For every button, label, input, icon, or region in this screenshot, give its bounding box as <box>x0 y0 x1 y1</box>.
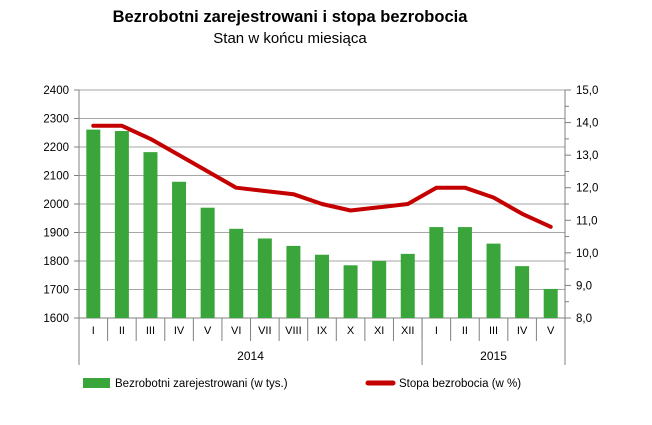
y-axis-left-label: 2400 <box>43 85 69 97</box>
month-label: XI <box>374 325 384 337</box>
bar <box>515 266 530 318</box>
y-axis-left-label: 2300 <box>43 114 69 126</box>
legend-line-label: Stopa bezrobocia (w %) <box>399 378 521 390</box>
month-label: V <box>204 325 212 337</box>
bar <box>143 152 158 318</box>
y-axis-left-label: 1900 <box>43 228 69 240</box>
month-label: VII <box>258 325 271 337</box>
bar <box>200 207 215 318</box>
y-axis-left-label: 1800 <box>43 256 69 268</box>
y-axis-left-label: 2000 <box>43 199 69 211</box>
bar <box>257 238 272 318</box>
month-label: IX <box>317 325 328 337</box>
chart-header: Bezrobotni zarejestrowani i stopa bezrob… <box>0 6 580 49</box>
month-label: VIII <box>285 325 302 337</box>
chart-title: Bezrobotni zarejestrowani i stopa bezrob… <box>112 8 468 26</box>
month-label: XII <box>401 325 414 337</box>
y-axis-left-label: 2200 <box>43 142 69 154</box>
month-label: IV <box>174 325 185 337</box>
y-axis-right-label: 11,0 <box>576 215 598 227</box>
legend-bar-swatch <box>83 378 110 388</box>
y-axis-right-label: 12,0 <box>576 183 598 195</box>
bar <box>400 253 415 318</box>
legend-bar-label: Bezrobotni zarejestrowani (w tys.) <box>115 378 288 390</box>
bar <box>315 254 329 318</box>
month-label: X <box>347 325 355 337</box>
y-axis-left-label: 2100 <box>43 171 69 183</box>
month-label: III <box>146 325 155 337</box>
month-label: I <box>92 325 95 337</box>
month-label: I <box>435 325 438 337</box>
bar <box>286 245 301 318</box>
bar <box>229 228 244 318</box>
bar <box>86 129 101 318</box>
bar <box>543 288 558 318</box>
month-label: III <box>489 325 498 337</box>
month-label: VI <box>231 325 241 337</box>
bar <box>172 181 187 318</box>
bar <box>457 227 472 318</box>
month-label: V <box>547 325 555 337</box>
y-axis-right-label: 8,0 <box>576 313 592 325</box>
trend-line <box>91 123 553 229</box>
bar <box>429 227 444 318</box>
bar <box>372 261 387 318</box>
y-axis-right-label: 15,0 <box>576 85 598 97</box>
bar <box>114 131 129 318</box>
y-axis-right-label: 10,0 <box>576 248 598 260</box>
y-axis-right-label: 13,0 <box>576 150 598 162</box>
bar <box>486 243 501 318</box>
month-label: II <box>119 325 125 337</box>
month-label: IV <box>517 325 528 337</box>
y-axis-right-label: 9,0 <box>576 280 592 292</box>
y-axis-right-label: 14,0 <box>576 118 598 130</box>
month-label: II <box>462 325 468 337</box>
bar <box>343 265 358 318</box>
y-axis-left-label: 1600 <box>43 313 69 325</box>
chart-subtitle: Stan w końcu miesiąca <box>213 30 367 47</box>
year-label: 2015 <box>480 349 507 363</box>
year-label: 2014 <box>237 349 264 363</box>
y-axis-left-label: 1700 <box>43 285 69 297</box>
